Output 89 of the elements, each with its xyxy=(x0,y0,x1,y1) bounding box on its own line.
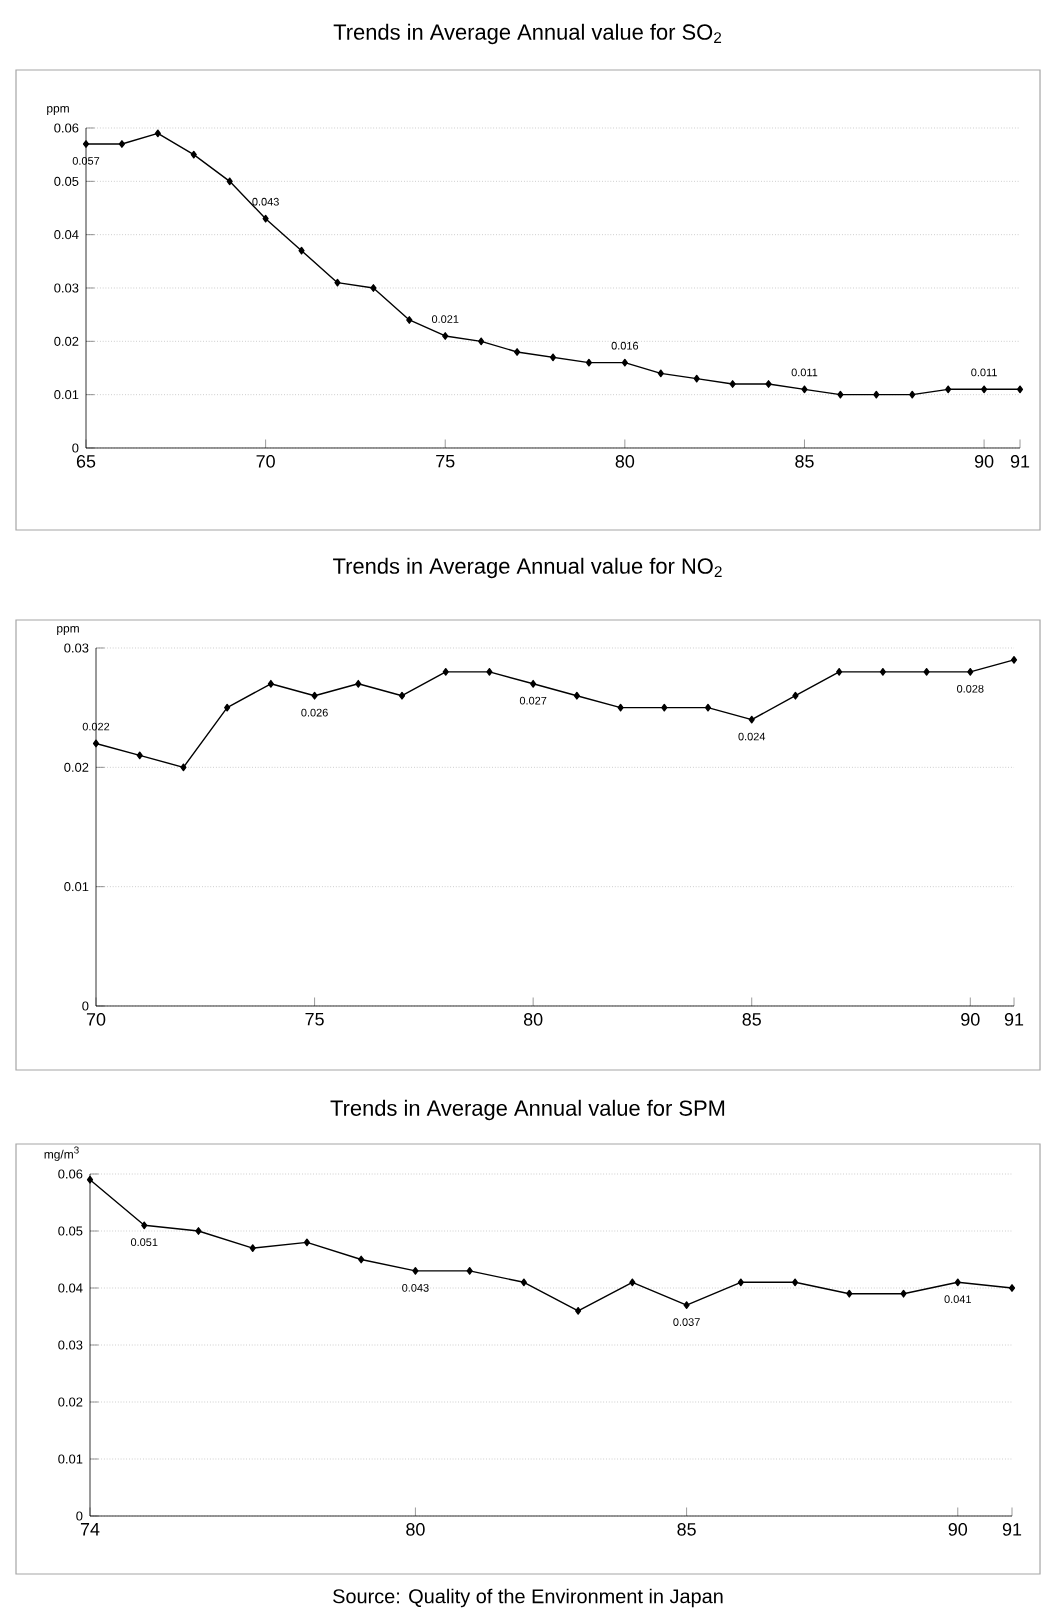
x-tick-label: 65 xyxy=(76,455,96,468)
point xyxy=(1008,1284,1016,1292)
point xyxy=(303,1238,311,1247)
point xyxy=(154,129,161,138)
point xyxy=(226,177,233,186)
point xyxy=(791,1278,799,1287)
chart-title: Trends in Average Annual value for SO$_{2}$ xyxy=(333,23,722,45)
x-tick-label: 74 xyxy=(80,1523,100,1536)
point xyxy=(442,667,449,676)
point xyxy=(661,703,668,712)
point xyxy=(909,390,916,399)
point xyxy=(334,278,341,287)
chart-title: Trends in Average Annual value for SPM xyxy=(330,1099,725,1121)
point xyxy=(398,691,406,700)
point xyxy=(358,1255,365,1264)
x-tick-label: 75 xyxy=(436,455,455,468)
source-note: Source: Quality of the Environment in Japan xyxy=(333,1588,723,1608)
point xyxy=(954,1278,961,1287)
point xyxy=(879,667,886,676)
x-tick-label: 90 xyxy=(948,1523,968,1536)
point xyxy=(262,214,269,223)
point xyxy=(900,1289,907,1298)
point xyxy=(629,1278,636,1287)
point xyxy=(657,369,664,378)
x-tick-label: 80 xyxy=(406,1523,425,1536)
chart-title: Trends in Average Annual value for NO$_{2}$ xyxy=(333,557,722,579)
point xyxy=(406,316,413,324)
point xyxy=(82,140,90,148)
point xyxy=(981,385,988,394)
point xyxy=(355,679,362,688)
point xyxy=(412,1267,419,1275)
point xyxy=(514,348,521,356)
point xyxy=(846,1289,853,1298)
point xyxy=(573,691,580,700)
point xyxy=(1010,656,1018,664)
point xyxy=(466,1267,473,1275)
point xyxy=(801,385,808,394)
point xyxy=(190,150,197,159)
point xyxy=(136,751,143,760)
point xyxy=(704,703,712,712)
x-tick-label: 85 xyxy=(677,1523,696,1536)
point xyxy=(967,667,974,676)
point xyxy=(617,703,624,712)
x-tick-label: 85 xyxy=(742,1013,761,1026)
point xyxy=(478,337,485,346)
point xyxy=(792,691,799,700)
x-tick-label: 91 xyxy=(1002,1523,1022,1536)
point xyxy=(195,1227,202,1235)
point xyxy=(442,332,449,340)
point xyxy=(224,703,231,712)
point xyxy=(1016,385,1024,394)
point xyxy=(530,679,537,688)
point xyxy=(118,140,126,148)
x-tick-label: 91 xyxy=(1004,1013,1024,1026)
point xyxy=(945,385,952,394)
x-tick-label: 90 xyxy=(974,455,994,468)
point xyxy=(486,667,493,676)
point xyxy=(585,358,593,367)
point xyxy=(693,374,700,383)
point xyxy=(311,691,318,700)
point xyxy=(837,390,844,399)
point xyxy=(549,353,557,362)
point xyxy=(836,667,843,676)
point xyxy=(621,358,628,367)
point xyxy=(575,1306,582,1315)
point xyxy=(370,284,377,292)
x-tick-label: 85 xyxy=(795,455,814,468)
point xyxy=(180,763,187,772)
x-tick-label: 90 xyxy=(961,1013,980,1026)
point xyxy=(683,1301,690,1309)
point xyxy=(298,246,305,255)
point xyxy=(737,1278,744,1287)
x-tick-label: 70 xyxy=(256,455,275,468)
x-tick-label: 80 xyxy=(615,455,635,468)
x-tick-label: 75 xyxy=(305,1013,324,1026)
point xyxy=(86,1175,94,1184)
x-tick-label: 80 xyxy=(523,1013,543,1026)
x-tick-label: 91 xyxy=(1010,455,1030,468)
point xyxy=(92,739,100,748)
point xyxy=(520,1278,527,1287)
point xyxy=(765,380,772,388)
x-tick-label: 70 xyxy=(86,1013,106,1026)
point xyxy=(729,380,736,388)
point xyxy=(249,1244,256,1252)
point xyxy=(923,667,930,676)
point xyxy=(141,1221,148,1230)
point xyxy=(873,390,880,399)
point xyxy=(267,679,274,688)
point xyxy=(748,715,755,724)
